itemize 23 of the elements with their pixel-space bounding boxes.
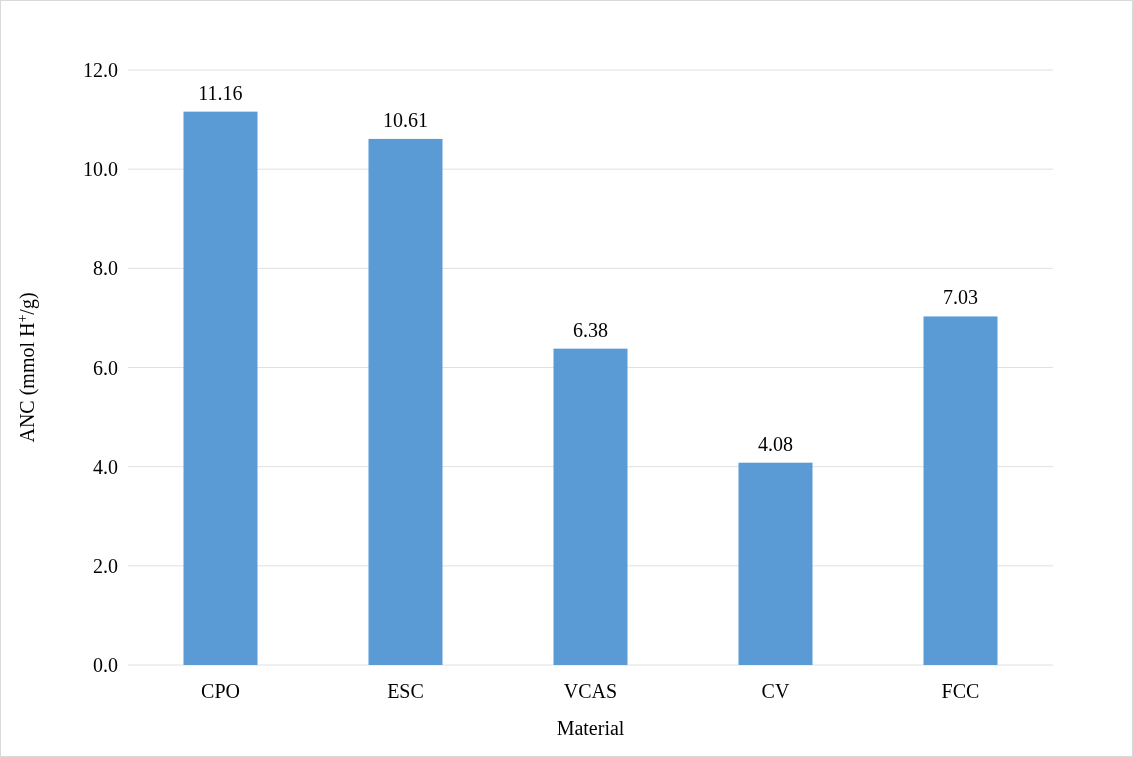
x-axis-title: Material xyxy=(556,717,625,739)
x-tick-label: FCC xyxy=(941,680,980,702)
bar xyxy=(923,316,998,665)
bar xyxy=(183,111,258,665)
y-tick-label: 6.0 xyxy=(93,356,118,379)
x-tick-label: ESC xyxy=(387,680,424,702)
data-label: 4.08 xyxy=(758,432,793,455)
y-tick-label: 4.0 xyxy=(93,455,118,478)
data-label: 6.38 xyxy=(573,318,608,341)
x-tick-label: VCAS xyxy=(563,680,618,702)
x-tick-label: CPO xyxy=(201,680,240,702)
data-label: 7.03 xyxy=(943,286,978,309)
bar xyxy=(553,348,628,665)
data-label: 10.61 xyxy=(383,108,428,131)
x-tick-label: CV xyxy=(761,680,790,702)
y-tick-label: 12.0 xyxy=(83,59,118,81)
bar xyxy=(738,462,813,665)
y-tick-label: 2.0 xyxy=(93,554,118,577)
y-tick-label: 0.0 xyxy=(93,654,118,676)
y-tick-label: 8.0 xyxy=(93,257,118,280)
y-tick-label: 10.0 xyxy=(83,158,118,181)
bar xyxy=(368,138,443,665)
data-label: 11.16 xyxy=(198,81,243,104)
